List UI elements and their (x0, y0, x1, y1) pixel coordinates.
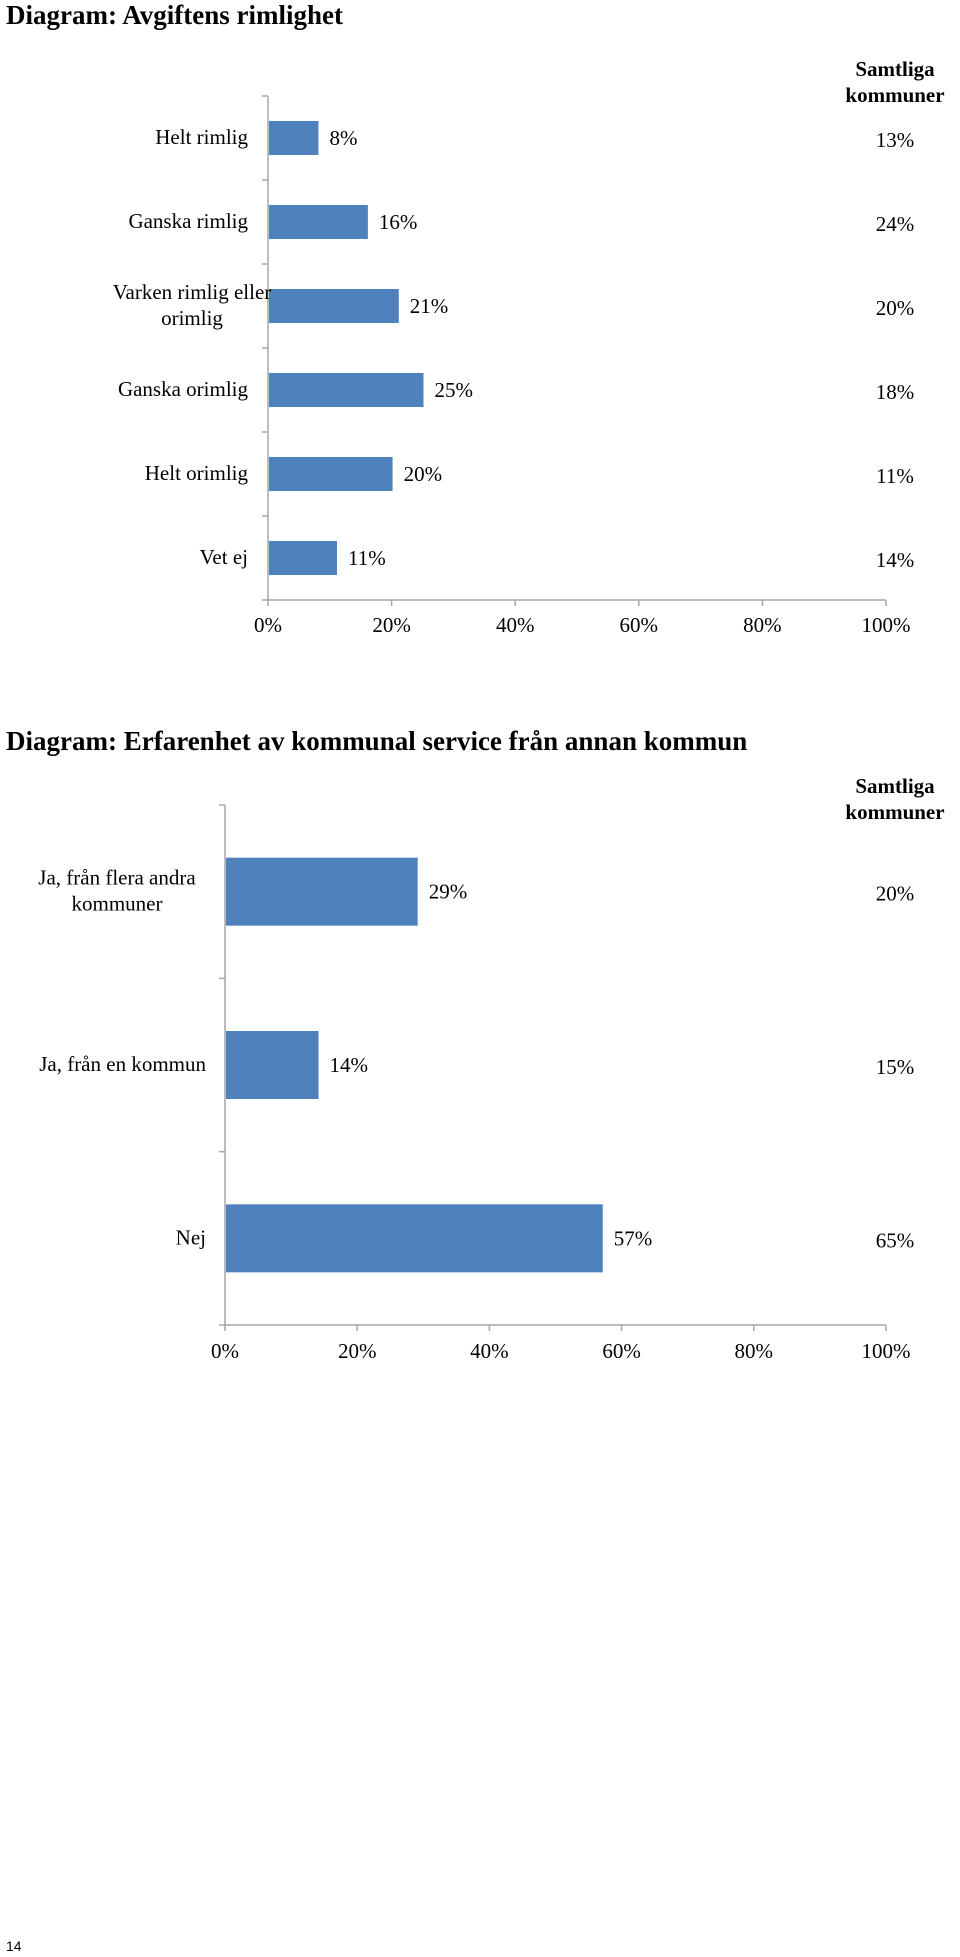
comparison-label: 15% (876, 1055, 915, 1079)
comparison-label: 24% (876, 212, 915, 236)
category-label: Ja, från en kommun (39, 1052, 206, 1076)
comparison-header: kommuner (845, 800, 944, 824)
comparison-label: 20% (876, 296, 915, 320)
chart-erfarenhet-kommunal-service: 0% 20% 40% 60% 80% 100%Samtligakommuner29%Ja,… (38, 774, 944, 1363)
x-tick-label: 80% (735, 1339, 774, 1363)
bar (226, 857, 418, 926)
bar (269, 373, 424, 407)
category-label: Varken rimlig eller (113, 280, 272, 304)
comparison-header: kommuner (845, 83, 944, 107)
category-label: kommuner (72, 892, 163, 916)
data-label: 20% (404, 462, 443, 486)
x-tick-label: 80% (743, 613, 782, 637)
x-tick-label: 20% (338, 1339, 377, 1363)
comparison-label: 20% (876, 882, 915, 906)
data-label: 21% (410, 294, 449, 318)
page-number: 14 (6, 1938, 22, 1954)
data-label: 29% (429, 880, 468, 904)
category-label: Ja, från flera andra (38, 866, 196, 890)
bar (269, 289, 399, 323)
comparison-label: 65% (876, 1228, 915, 1252)
comparison-header: Samtliga (855, 57, 935, 81)
comparison-label: 13% (876, 128, 915, 152)
data-label: 57% (614, 1226, 653, 1250)
chart-title-avgiftens-rimlighet: Diagram: Avgiftens rimlighet (6, 0, 343, 30)
category-label: Ganska rimlig (128, 209, 248, 233)
category-label: orimlig (161, 306, 223, 330)
data-label: 14% (330, 1053, 369, 1077)
category-label: Ganska orimlig (118, 377, 249, 401)
comparison-label: 11% (876, 464, 914, 488)
data-label: 16% (379, 210, 418, 234)
x-tick-label: 100% (862, 613, 911, 637)
chart-title-erfarenhet: Diagram: Erfarenhet av kommunal service … (6, 726, 748, 756)
category-label: Helt rimlig (155, 125, 248, 149)
bar (226, 1204, 603, 1273)
x-tick-label: 20% (372, 613, 411, 637)
bar (269, 541, 337, 575)
x-tick-label: 100% (862, 1339, 911, 1363)
x-tick-label: 0% (254, 613, 282, 637)
category-label: Nej (176, 1225, 206, 1249)
comparison-label: 18% (876, 380, 915, 404)
category-label: Helt orimlig (145, 461, 249, 485)
x-tick-label: 40% (496, 613, 535, 637)
comparison-header: Samtliga (855, 774, 935, 798)
category-label: Vet ej (200, 545, 248, 569)
bar (269, 457, 393, 491)
x-tick-label: 60% (602, 1339, 641, 1363)
x-tick-label: 40% (470, 1339, 509, 1363)
bar (226, 1031, 319, 1099)
x-tick-label: 0% (211, 1339, 239, 1363)
data-label: 25% (435, 378, 474, 402)
bar (269, 205, 368, 239)
x-tick-label: 60% (620, 613, 659, 637)
data-label: 11% (348, 546, 386, 570)
comparison-label: 14% (876, 548, 915, 572)
bar (269, 121, 319, 155)
data-label: 8% (329, 126, 357, 150)
